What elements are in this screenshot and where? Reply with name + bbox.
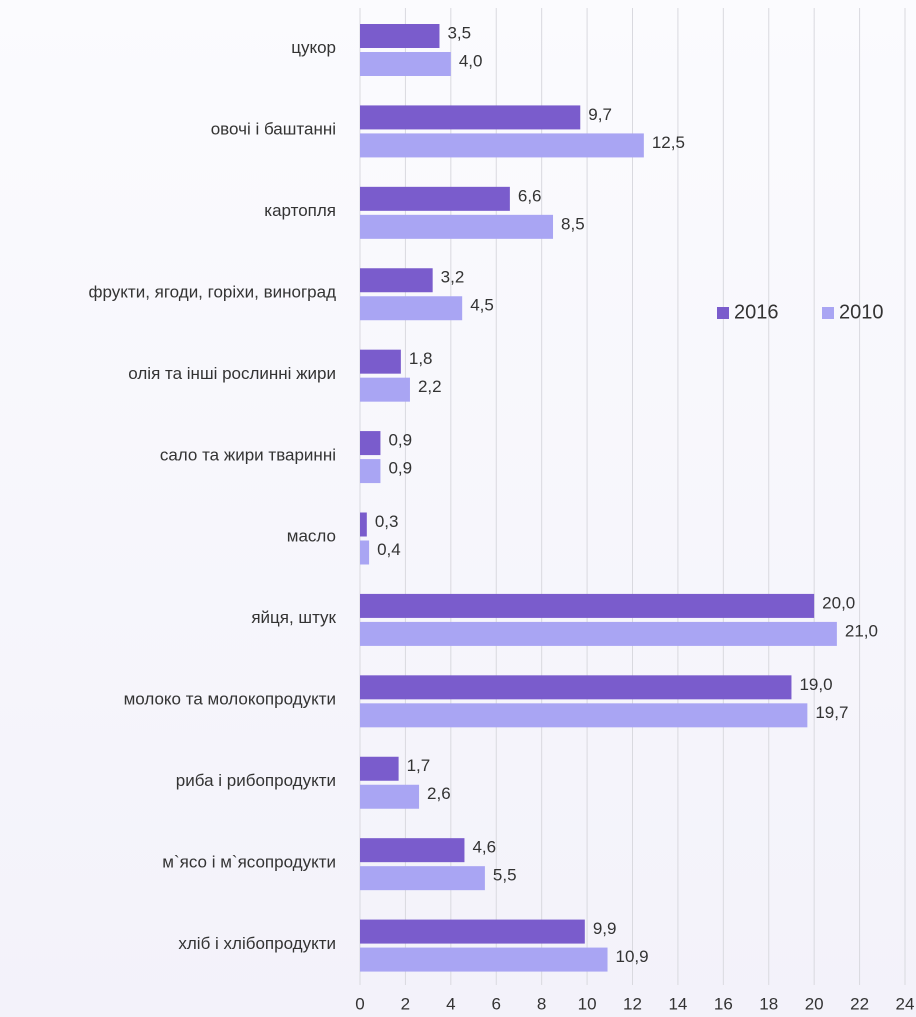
x-tick-label: 0 [355,994,364,1013]
bar [360,703,808,728]
value-label: 6,6 [518,186,542,205]
y-tick-label: яйця, штук [251,608,336,627]
value-label: 10,9 [616,947,649,966]
x-tick-label: 16 [714,994,733,1013]
value-label: 9,9 [593,919,617,938]
x-tick-label: 22 [850,994,869,1013]
y-tick-label: масло [287,527,336,546]
bar [360,52,451,76]
x-tick-label: 4 [446,994,455,1013]
value-label: 4,0 [459,51,483,70]
value-label: 5,5 [493,866,517,885]
y-tick-label: сало та жири тваринні [160,445,336,464]
y-tick-label: м`ясо і м`ясопродукти [162,852,336,871]
value-label: 4,5 [470,296,494,315]
bar [360,214,554,239]
value-label: 2,6 [427,784,451,803]
legend-swatch [717,307,729,319]
value-label: 0,4 [377,540,401,559]
x-tick-label: 20 [805,994,824,1013]
bar [360,593,815,618]
legend-label: 2010 [839,301,884,323]
bar [360,431,381,456]
value-label: 2,2 [418,377,442,396]
y-tick-label: фрукти, ягоди, горіхи, виноград [89,282,337,301]
value-label: 1,7 [407,756,431,775]
bar [360,133,644,158]
bar [360,784,420,809]
value-label: 8,5 [561,214,585,233]
bar [360,866,485,891]
value-label: 3,2 [441,268,465,287]
y-tick-label: картопля [264,201,336,220]
bar [360,186,510,211]
y-tick-label: риба і рибопродукти [176,771,336,790]
value-label: 0,9 [388,459,412,478]
x-tick-label: 2 [401,994,410,1013]
value-label: 1,8 [409,349,433,368]
value-label: 19,0 [799,675,832,694]
bar [360,268,433,293]
legend-label: 2016 [734,301,779,323]
value-label: 21,0 [845,621,878,640]
y-tick-label: молоко та молокопродукти [124,690,336,709]
value-label: 19,7 [815,703,848,722]
x-tick-label: 10 [578,994,597,1013]
x-tick-label: 18 [759,994,778,1013]
value-label: 4,6 [472,838,496,857]
x-tick-label: 12 [623,994,642,1013]
value-label: 9,7 [588,105,612,124]
x-tick-label: 24 [896,994,915,1013]
legend-swatch [822,307,834,319]
bar [360,756,399,781]
bar [360,838,465,863]
x-tick-label: 6 [492,994,501,1013]
x-tick-label: 8 [537,994,546,1013]
value-label: 0,9 [388,431,412,450]
bar [360,105,581,130]
bar [360,377,410,402]
bar [360,349,401,374]
y-tick-label: овочі і баштанні [211,120,336,139]
bar [360,621,837,646]
bar [360,675,792,700]
bar [360,459,381,484]
bar [360,296,463,321]
value-label: 3,5 [447,23,471,42]
bar [360,24,440,48]
bar [360,919,585,944]
bar [360,512,367,537]
value-label: 0,3 [375,512,399,531]
y-tick-label: хліб і хлібопродукти [178,934,336,953]
y-tick-label: цукор [291,38,336,57]
y-tick-label: олія та інші рослинні жири [128,364,336,383]
value-label: 12,5 [652,133,685,152]
bar [360,540,370,565]
x-tick-label: 14 [668,994,687,1013]
value-label: 20,0 [822,593,855,612]
bar [360,947,608,972]
